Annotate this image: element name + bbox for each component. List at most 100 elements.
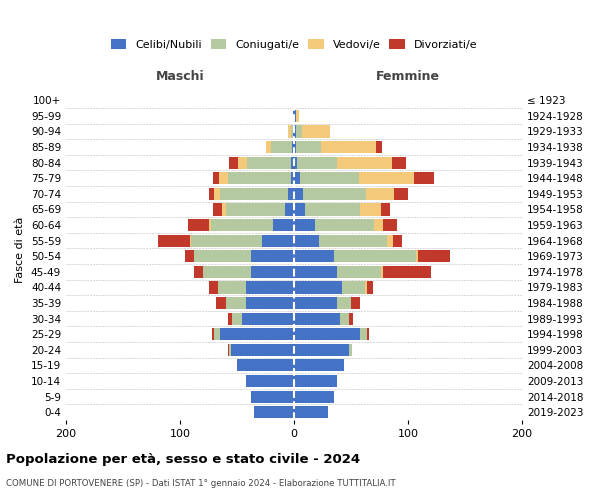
Bar: [337, 156, 392, 168]
Bar: [290, 172, 294, 184]
Bar: [209, 188, 214, 200]
Bar: [237, 360, 294, 372]
Bar: [374, 219, 383, 231]
Bar: [418, 250, 450, 262]
Bar: [262, 234, 294, 246]
Bar: [360, 328, 367, 340]
Bar: [314, 219, 374, 231]
Bar: [342, 282, 365, 294]
Bar: [213, 204, 222, 216]
Bar: [319, 234, 388, 246]
Bar: [251, 266, 294, 278]
Bar: [349, 344, 352, 356]
Bar: [367, 282, 373, 294]
Bar: [217, 297, 226, 309]
Bar: [380, 204, 390, 216]
Bar: [194, 266, 203, 278]
Bar: [294, 328, 360, 340]
Bar: [251, 250, 294, 262]
Bar: [194, 250, 251, 262]
Bar: [337, 297, 351, 309]
Bar: [228, 312, 232, 324]
Bar: [246, 297, 294, 309]
Bar: [294, 266, 337, 278]
Y-axis label: Fasce di età: Fasce di età: [16, 217, 25, 283]
Bar: [383, 266, 431, 278]
Bar: [274, 219, 294, 231]
Bar: [322, 141, 376, 153]
Bar: [337, 266, 380, 278]
Bar: [294, 297, 337, 309]
Bar: [214, 188, 220, 200]
Bar: [294, 172, 300, 184]
Bar: [203, 266, 251, 278]
Bar: [191, 234, 262, 246]
Bar: [226, 204, 285, 216]
Legend: Celibi/Nubili, Coniugati/e, Vedovi/e, Divorziati/e: Celibi/Nubili, Coniugati/e, Vedovi/e, Di…: [106, 34, 482, 54]
Bar: [209, 219, 211, 231]
Bar: [294, 344, 349, 356]
Bar: [296, 126, 302, 138]
Bar: [271, 141, 292, 153]
Bar: [300, 172, 359, 184]
Bar: [289, 188, 294, 200]
Bar: [414, 172, 434, 184]
Bar: [294, 188, 303, 200]
Bar: [232, 312, 242, 324]
Bar: [367, 328, 369, 340]
Bar: [294, 204, 305, 216]
Bar: [294, 406, 328, 418]
Bar: [388, 234, 393, 246]
Text: COMUNE DI PORTOVENERE (SP) - Dati ISTAT 1° gennaio 2024 - Elaborazione TUTTITALI: COMUNE DI PORTOVENERE (SP) - Dati ISTAT …: [6, 479, 395, 488]
Bar: [294, 390, 334, 402]
Bar: [294, 141, 296, 153]
Bar: [394, 188, 408, 200]
Bar: [293, 110, 294, 122]
Bar: [294, 219, 314, 231]
Bar: [351, 297, 360, 309]
Bar: [242, 312, 294, 324]
Bar: [228, 344, 229, 356]
Bar: [340, 312, 349, 324]
Bar: [392, 156, 406, 168]
Bar: [238, 156, 247, 168]
Bar: [222, 204, 226, 216]
Bar: [214, 328, 220, 340]
Bar: [219, 172, 228, 184]
Bar: [294, 282, 342, 294]
Bar: [285, 204, 294, 216]
Bar: [211, 219, 274, 231]
Bar: [294, 312, 340, 324]
Bar: [290, 126, 293, 138]
Bar: [294, 234, 319, 246]
Bar: [265, 141, 271, 153]
Bar: [303, 188, 366, 200]
Bar: [376, 141, 382, 153]
Bar: [305, 204, 360, 216]
Bar: [366, 188, 394, 200]
Bar: [220, 188, 289, 200]
Bar: [298, 156, 337, 168]
Bar: [213, 172, 219, 184]
Bar: [380, 266, 383, 278]
Bar: [226, 297, 246, 309]
Bar: [247, 156, 290, 168]
Bar: [302, 126, 331, 138]
Bar: [246, 375, 294, 387]
Bar: [290, 156, 294, 168]
Bar: [360, 204, 380, 216]
Text: Femmine: Femmine: [376, 70, 440, 83]
Bar: [220, 328, 294, 340]
Bar: [293, 126, 294, 138]
Bar: [251, 390, 294, 402]
Bar: [292, 141, 294, 153]
Bar: [158, 234, 190, 246]
Bar: [365, 282, 367, 294]
Bar: [212, 328, 214, 340]
Bar: [229, 156, 238, 168]
Bar: [294, 110, 296, 122]
Bar: [289, 126, 290, 138]
Bar: [296, 141, 322, 153]
Bar: [359, 172, 414, 184]
Bar: [209, 282, 218, 294]
